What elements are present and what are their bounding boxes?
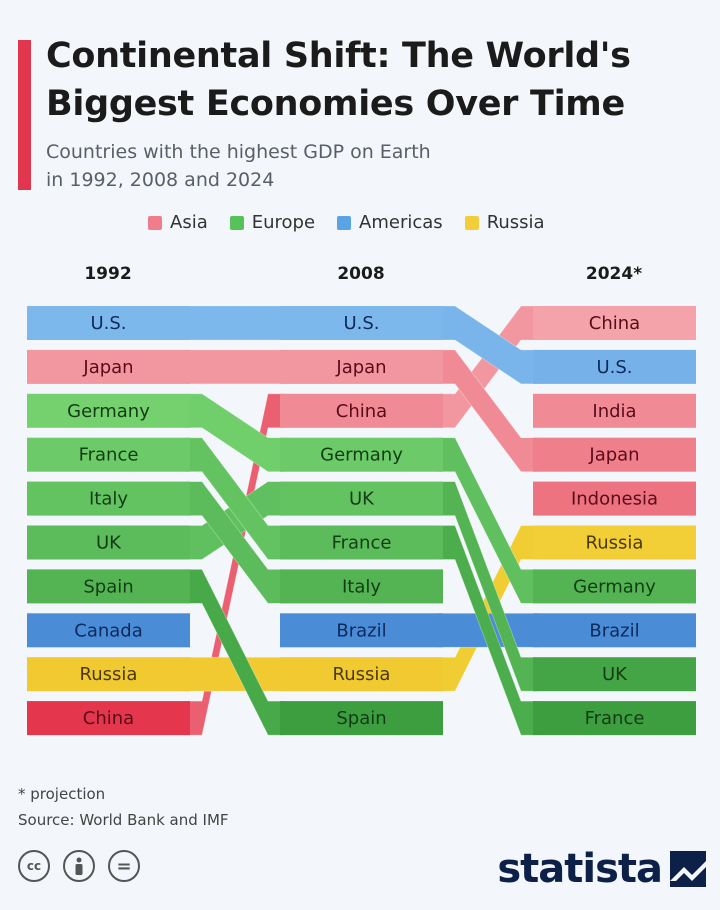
legend-item-europe: Europe xyxy=(229,212,316,233)
label-italy-1: Italy xyxy=(342,576,381,597)
label-japan-2: Japan xyxy=(588,445,639,466)
label-brazil-1: Brazil xyxy=(336,620,386,641)
label-spain-1: Spain xyxy=(336,708,386,729)
bar-france-0 xyxy=(27,437,190,472)
label-germany-0: Germany xyxy=(67,401,150,422)
bar-italy-1 xyxy=(280,569,443,604)
ribbon-us-0 xyxy=(184,305,286,341)
statista-logo: statista xyxy=(497,846,706,892)
bar-russia-2 xyxy=(533,525,696,560)
source: Source: World Bank and IMF xyxy=(18,811,229,829)
bar-russia-1 xyxy=(280,657,443,692)
bar-spain-1 xyxy=(280,701,443,736)
ribbon-japan-0 xyxy=(184,349,286,385)
legend-label: Americas xyxy=(359,212,443,233)
label-france-2: France xyxy=(585,708,645,729)
brand-name: statista xyxy=(497,846,663,892)
legend-label: Asia xyxy=(170,212,208,233)
label-china-0: China xyxy=(83,708,134,729)
column-header-2008: 2008 xyxy=(337,264,385,284)
label-spain-0: Spain xyxy=(83,576,133,597)
page-title: Continental Shift: The World's Biggest E… xyxy=(46,32,631,128)
legend-swatch xyxy=(148,215,162,230)
bar-japan-1 xyxy=(280,349,443,384)
label-france-1: France xyxy=(332,533,392,554)
label-us-0: U.S. xyxy=(90,313,126,334)
bar-spain-0 xyxy=(27,569,190,604)
footnote: * projection xyxy=(18,785,106,803)
bar-germany-0 xyxy=(27,393,190,428)
label-uk-0: UK xyxy=(96,533,122,554)
legend-label: Europe xyxy=(251,212,316,233)
bar-italy-0 xyxy=(27,481,190,516)
bar-uk-2 xyxy=(533,657,696,692)
label-japan-0: Japan xyxy=(82,357,133,378)
statista-logo-icon xyxy=(670,851,706,887)
title-accent-bar xyxy=(18,40,31,190)
label-india-2: India xyxy=(592,401,636,422)
bar-france-1 xyxy=(280,525,443,560)
bar-china-1 xyxy=(280,393,443,428)
bar-germany-1 xyxy=(280,437,443,472)
column-header-2024: 2024* xyxy=(585,264,643,284)
column-header-1992: 1992 xyxy=(84,264,132,284)
legend: Asia Europe Americas Russia xyxy=(148,212,545,233)
bar-china-2 xyxy=(533,306,696,340)
label-brazil-2: Brazil xyxy=(589,620,639,641)
bar-brazil-1 xyxy=(280,613,443,648)
bar-us-0 xyxy=(27,306,190,340)
label-france-0: France xyxy=(79,445,139,466)
legend-item-russia: Russia xyxy=(464,212,545,233)
label-russia-2: Russia xyxy=(586,533,644,554)
bar-russia-0 xyxy=(27,657,190,692)
bar-china-0 xyxy=(27,701,190,736)
subtitle-line-2: in 1992, 2008 and 2024 xyxy=(46,169,275,191)
label-china-1: China xyxy=(336,401,387,422)
label-canada-0: Canada xyxy=(74,620,143,641)
label-uk-2: UK xyxy=(602,664,628,685)
legend-swatch xyxy=(464,215,479,230)
label-russia-0: Russia xyxy=(80,664,138,685)
bar-us-2 xyxy=(533,349,696,384)
no-derivatives-icon: = xyxy=(108,850,140,882)
bar-indonesia-2 xyxy=(533,481,696,516)
title-line-1: Continental Shift: The World's xyxy=(46,36,631,76)
bar-uk-0 xyxy=(27,525,190,560)
legend-swatch xyxy=(337,215,352,230)
legend-item-americas: Americas xyxy=(337,212,443,233)
bar-canada-0 xyxy=(27,613,190,648)
label-germany-2: Germany xyxy=(573,576,656,597)
label-china-2: China xyxy=(589,313,640,334)
bar-india-2 xyxy=(533,393,696,428)
label-us-1: U.S. xyxy=(343,313,379,334)
subtitle: Countries with the highest GDP on Earth … xyxy=(46,138,431,194)
cc-icon: cc xyxy=(18,850,50,882)
bar-france-2 xyxy=(533,701,696,736)
title-line-2: Biggest Economies Over Time xyxy=(46,84,625,124)
label-italy-0: Italy xyxy=(89,489,128,510)
legend-label: Russia xyxy=(486,212,545,233)
bar-japan-0 xyxy=(27,349,190,384)
bar-us-1 xyxy=(280,306,443,340)
label-indonesia-2: Indonesia xyxy=(571,489,658,510)
legend-item-asia: Asia xyxy=(148,212,208,233)
subtitle-line-1: Countries with the highest GDP on Earth xyxy=(46,141,431,163)
bar-germany-2 xyxy=(533,569,696,604)
legend-swatch xyxy=(229,215,244,230)
label-us-2: U.S. xyxy=(596,357,632,378)
label-uk-1: UK xyxy=(349,489,375,510)
label-japan-1: Japan xyxy=(335,357,386,378)
label-russia-1: Russia xyxy=(333,664,391,685)
bar-uk-1 xyxy=(280,481,443,516)
bar-brazil-2 xyxy=(533,613,696,648)
bump-chart: U.S. Japan Germany France Italy UK Spain Canada… xyxy=(27,305,696,736)
bar-japan-2 xyxy=(533,437,696,472)
attribution-icon xyxy=(63,850,95,882)
label-germany-1: Germany xyxy=(320,445,403,466)
